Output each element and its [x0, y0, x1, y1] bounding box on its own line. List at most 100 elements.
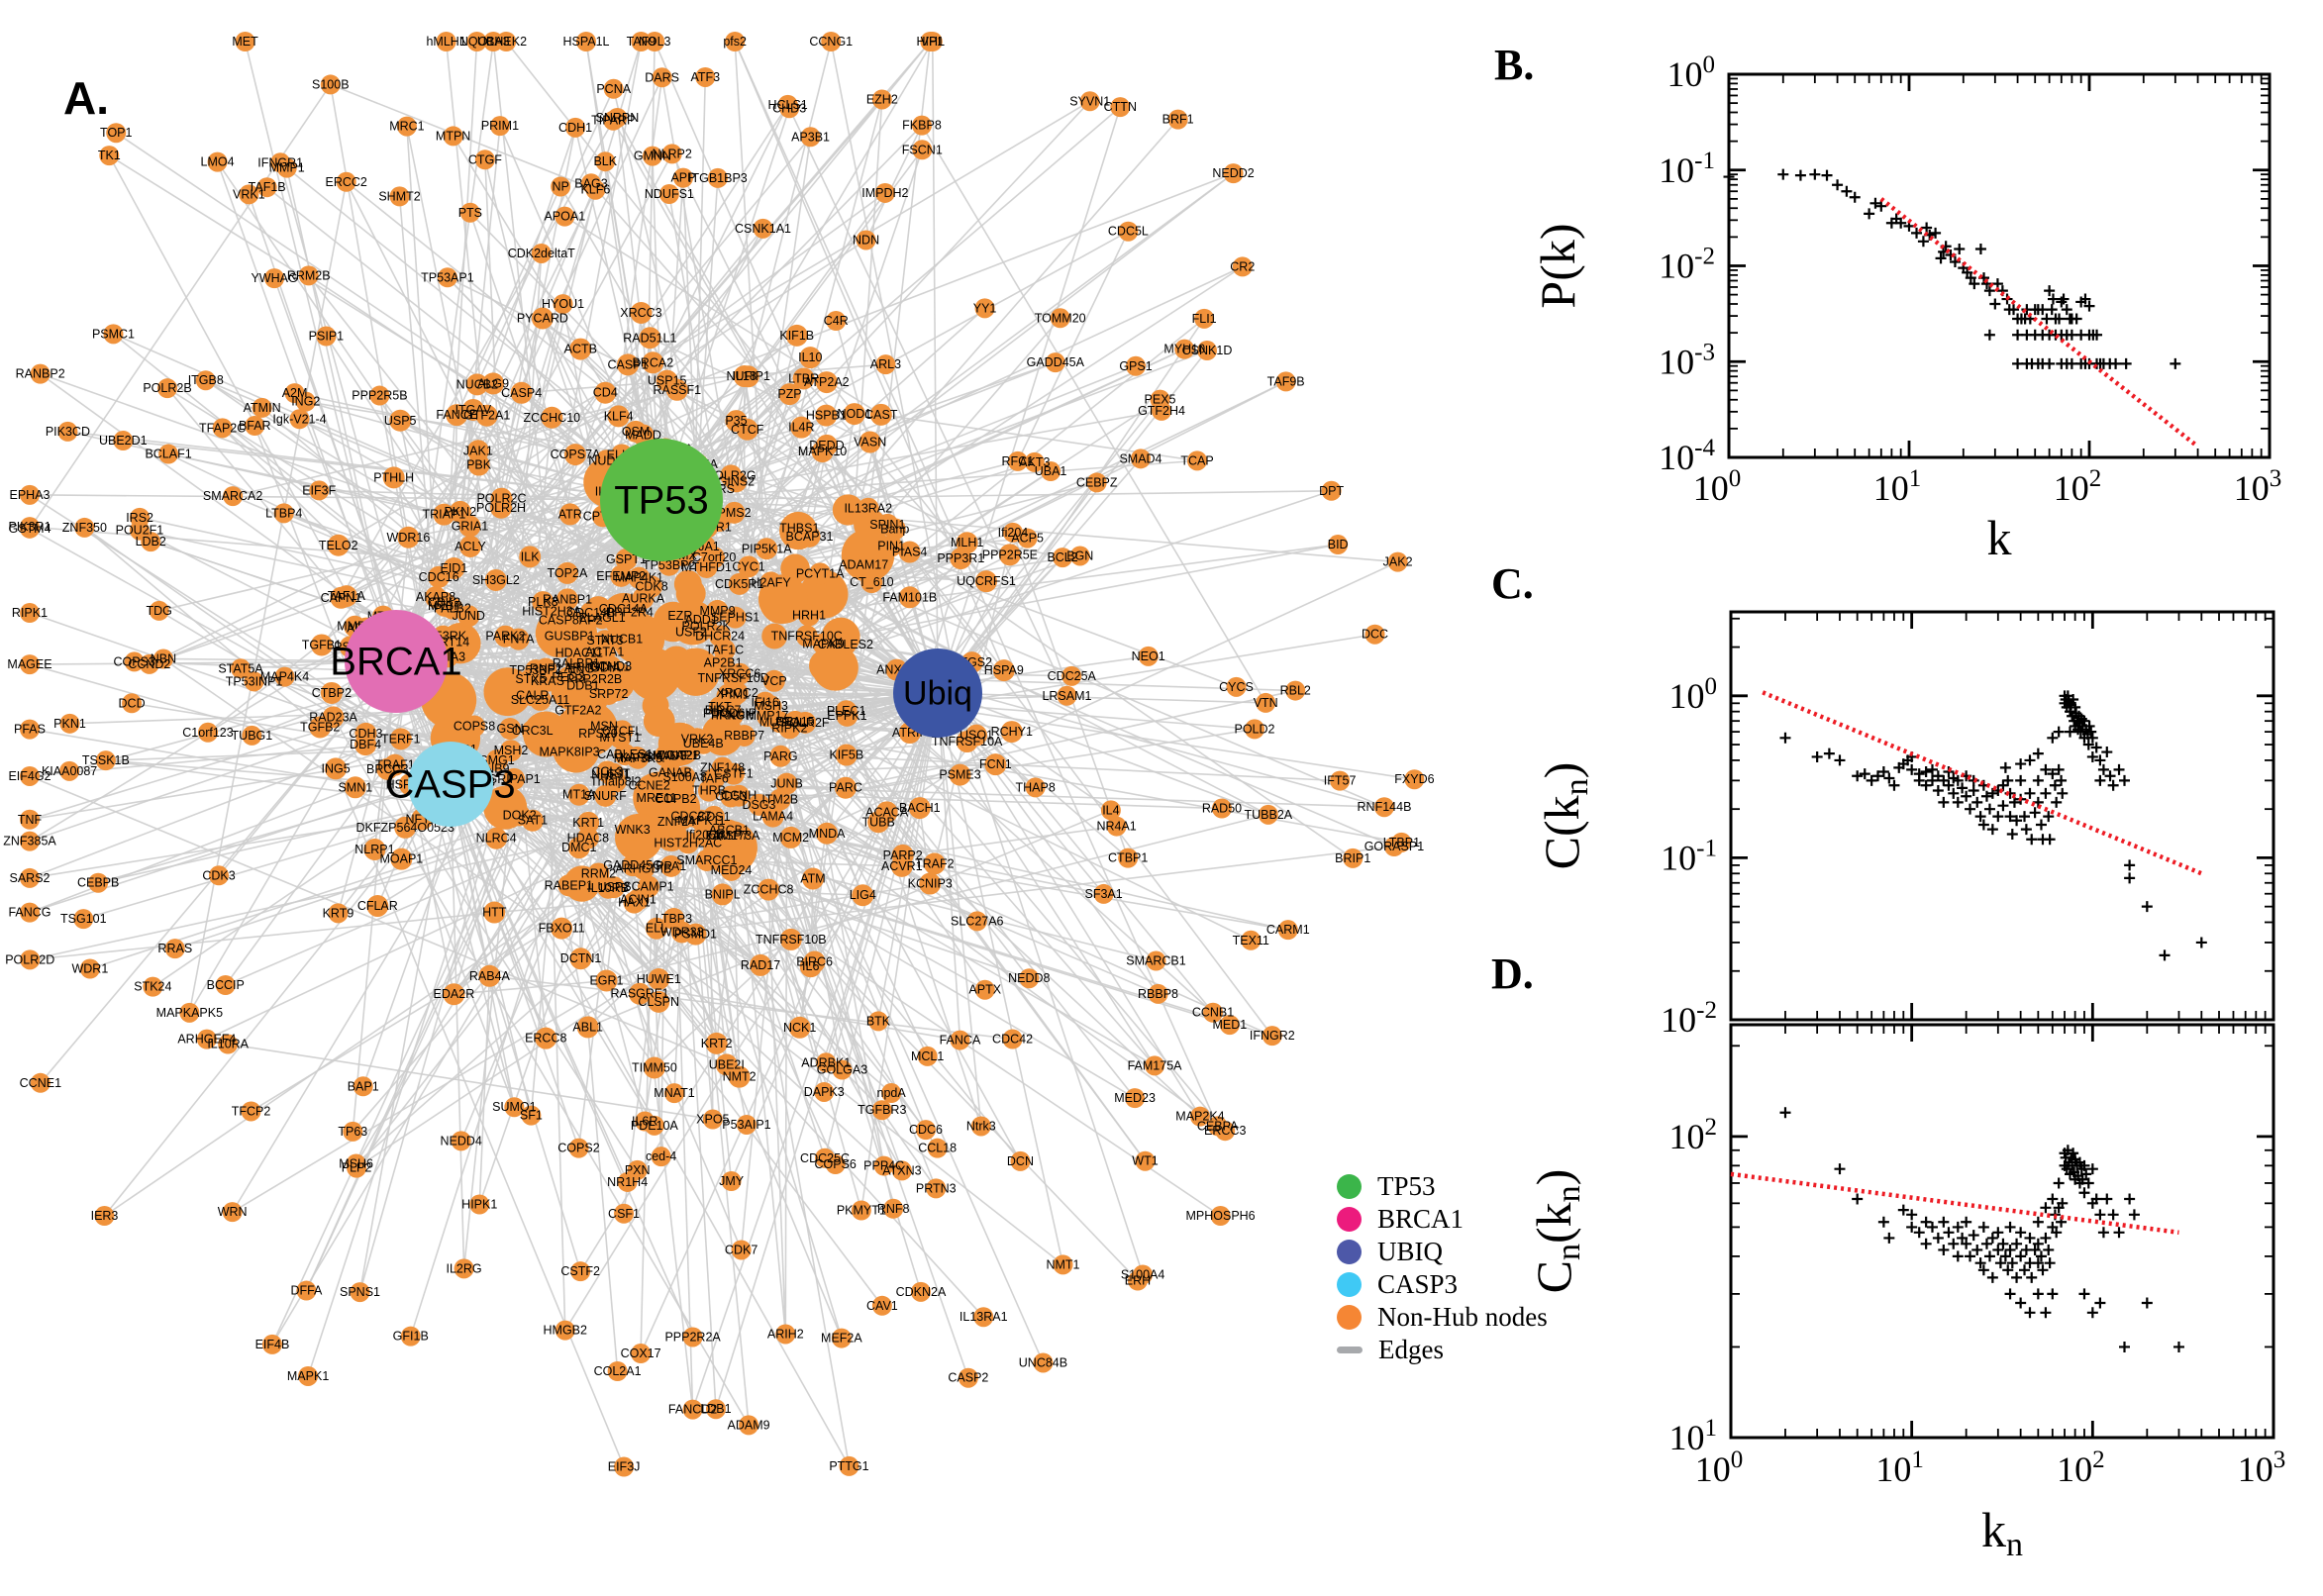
network-node	[59, 760, 80, 781]
plot-ticks	[1729, 1025, 2275, 1440]
network-node	[731, 1240, 752, 1260]
network-node-label: CAPN1	[321, 591, 362, 605]
network-node	[20, 949, 41, 970]
network-node-label: PARG	[763, 749, 798, 763]
network-node	[222, 1202, 243, 1223]
network-node	[898, 541, 921, 563]
network-node-label: ATF3	[690, 70, 720, 84]
network-node	[1130, 449, 1151, 469]
network-node-label: STX5	[515, 672, 546, 686]
network-node	[1110, 97, 1131, 118]
network-node	[1002, 1029, 1023, 1049]
network-node	[20, 867, 40, 888]
network-node	[672, 167, 693, 188]
network-node-label: COPS7A	[551, 448, 601, 461]
axis-tick-label: 10-4	[1659, 435, 1715, 477]
network-node	[871, 89, 892, 110]
network-node	[555, 1320, 575, 1341]
network-node-label: RBBP7	[724, 729, 764, 743]
network-node	[1000, 721, 1023, 744]
network-node-label: OSM	[622, 425, 650, 439]
network-node	[919, 872, 942, 895]
network-node-label: IL2RG	[447, 1261, 482, 1275]
network-node	[614, 1203, 635, 1224]
network-node-label: TIMM50	[632, 1060, 677, 1074]
network-node	[79, 958, 100, 979]
network-node	[792, 367, 815, 390]
network-node	[664, 788, 687, 811]
network-node	[389, 186, 410, 207]
network-node-label: BFAR	[239, 419, 271, 433]
network-node	[998, 544, 1021, 566]
network-node	[926, 1178, 947, 1199]
axis-tick-label: 10-2	[1659, 244, 1715, 286]
network-node-label: Igk-V21-4	[272, 412, 326, 426]
network-node-label: IL10	[798, 350, 822, 364]
network-node-label: CSNK1A1	[735, 222, 791, 236]
network-node	[664, 1083, 685, 1104]
network-node-label: NDN	[853, 233, 879, 247]
network-node-label: ACTA1	[585, 645, 624, 658]
network-node-label: RAD50	[1202, 802, 1242, 816]
network-node-label: NUFIP1	[726, 369, 770, 383]
network-node-label: WDR33	[660, 925, 704, 939]
network-node-label: ARHGDIA	[564, 661, 622, 675]
network-node	[1223, 163, 1244, 184]
network-node-label: CCNB1	[1192, 1006, 1234, 1020]
network-node	[738, 555, 760, 578]
panel-b-label: B.	[1494, 41, 1535, 89]
network-node-label: IRS2	[126, 511, 153, 525]
network-node	[425, 586, 448, 609]
network-node-label: CDK2	[428, 596, 460, 610]
network-node	[798, 604, 821, 627]
network-node	[1207, 1116, 1228, 1137]
network-node-label: DCD	[119, 696, 146, 710]
network-node-label: CCND3	[589, 659, 632, 673]
network-node	[298, 265, 319, 286]
network-node-label: BLK	[593, 154, 617, 168]
network-node	[99, 146, 120, 166]
network-node	[366, 895, 389, 918]
network-node-label: IL4	[1102, 803, 1119, 817]
network-node-label: DBF4	[350, 738, 381, 751]
network-node	[553, 294, 573, 315]
network-node-label: MLH1	[951, 536, 983, 549]
network-node-label: MMP1	[269, 161, 305, 175]
network-node-label: CDK7	[725, 1243, 758, 1256]
network-node-label: GMNN	[634, 150, 671, 163]
network-node-label: DPT	[1319, 484, 1344, 498]
network-node	[558, 503, 581, 526]
network-node-label: AURKA	[622, 591, 665, 605]
network-node	[630, 301, 653, 324]
network-node	[296, 1280, 317, 1301]
network-node	[695, 555, 718, 578]
network-node	[394, 816, 417, 839]
network-node-label: PEX5	[1145, 393, 1176, 407]
network-node	[839, 1455, 859, 1476]
network-node-label: TSSK1B	[82, 753, 130, 767]
network-node	[873, 1155, 894, 1176]
network-node	[510, 381, 533, 404]
network-node-label: DSG3	[742, 798, 775, 812]
network-node-label: XPO5	[696, 1113, 729, 1127]
network-node	[252, 397, 272, 418]
network-node	[195, 370, 216, 391]
network-node-label: ITGB8	[188, 373, 224, 387]
network-node-label: TNFRSF10C	[771, 629, 843, 643]
network-node	[875, 354, 896, 375]
legend-item-ubiq: UBIQ	[1337, 1236, 1548, 1268]
network-node-label: COPS8	[454, 719, 495, 733]
network-node	[728, 1065, 751, 1088]
network-node	[103, 324, 124, 345]
network-node-label: LMO4	[201, 155, 235, 169]
network-node-label: KRT9	[323, 906, 354, 920]
network-node-label: USP2	[598, 880, 631, 894]
network-node	[1100, 800, 1121, 821]
network-node-label: IER3	[91, 1209, 119, 1223]
network-node-label: BCL2	[1047, 550, 1077, 564]
loglog-plots-panel: 100 101 102 10310010-110-210-310-4P(k)k1001…	[1526, 51, 2285, 1563]
network-node-label: SARS2	[10, 871, 50, 885]
network-node	[970, 1116, 991, 1137]
network-node-label: MT1A	[562, 788, 596, 802]
network-node-label: NHEJ1	[591, 767, 631, 781]
